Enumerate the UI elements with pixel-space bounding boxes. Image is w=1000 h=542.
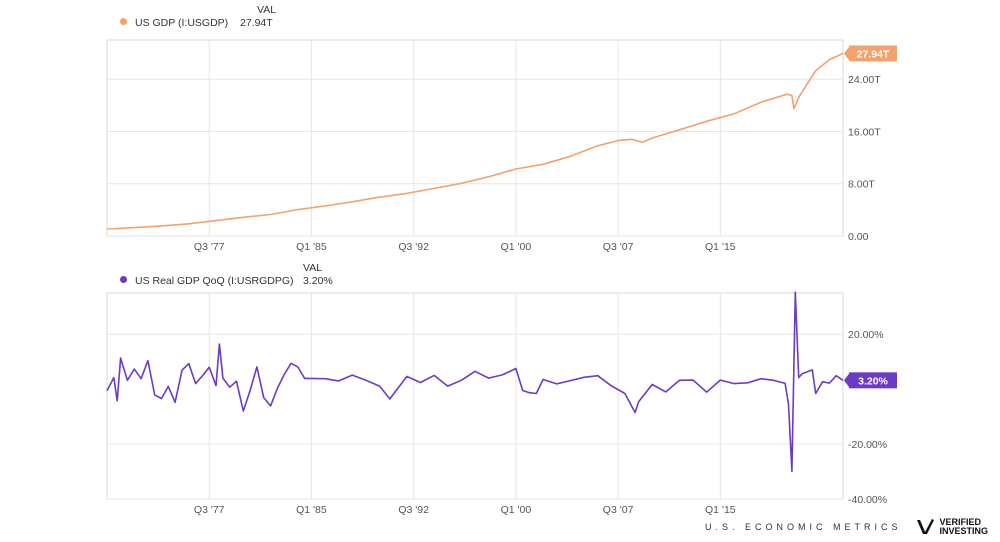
x-tick-label: Q3 '07 xyxy=(603,504,634,516)
y-tick-label: 16.00T xyxy=(848,126,881,138)
x-tick-label: Q3 '77 xyxy=(194,241,225,253)
y-tick-label: -40.00% xyxy=(848,494,887,506)
y-tick-label: 0.00 xyxy=(848,231,869,243)
legend-series-name: US GDP (I:USGDP) xyxy=(135,17,229,29)
plot-frame xyxy=(106,292,844,500)
series-dot-real-gdp xyxy=(120,276,127,283)
legend-series-value: 27.94T xyxy=(240,17,273,29)
series-line xyxy=(106,291,844,473)
footer: U.S. ECONOMIC METRICS VERIFIED INVESTING xyxy=(705,517,988,537)
value-badge-label: 27.94T xyxy=(857,48,890,60)
brand-line-1: VERIFIED xyxy=(939,517,981,527)
brand-line-2: INVESTING xyxy=(939,526,988,536)
x-tick-label: Q1 '85 xyxy=(296,504,327,516)
legend-series-value: 3.20% xyxy=(303,275,333,287)
x-tick-label: Q1 '85 xyxy=(296,241,327,253)
legend-val-header: VAL xyxy=(257,4,277,16)
x-tick-label: Q1 '00 xyxy=(501,241,532,253)
x-tick-label: Q3 '92 xyxy=(398,504,429,516)
y-tick-label: -20.00% xyxy=(848,439,887,451)
series-dot-gdp xyxy=(120,18,127,25)
value-badge-arrow xyxy=(844,45,850,62)
verified-investing-logo-icon xyxy=(917,519,935,534)
legend-series-name: US Real GDP QoQ (I:USRGDPG) xyxy=(135,275,294,287)
footer-title: U.S. ECONOMIC METRICS xyxy=(704,522,902,532)
y-tick-label: 20.00% xyxy=(848,329,884,341)
x-tick-label: Q3 '77 xyxy=(194,504,225,516)
value-badge xyxy=(849,372,897,389)
y-tick-label: 24.00T xyxy=(848,74,881,86)
value-badge-arrow xyxy=(844,372,850,389)
legend-gdp: VAL US GDP (I:USGDP) 27.94T xyxy=(120,4,380,39)
legend-real-gdp: VAL US Real GDP QoQ (I:USRGDPG) 3.20% xyxy=(120,262,400,297)
plot-frame xyxy=(106,39,844,237)
value-badge xyxy=(849,45,897,62)
x-tick-label: Q1 '00 xyxy=(501,504,532,516)
x-tick-label: Q1 '15 xyxy=(705,241,736,253)
legend-val-header: VAL xyxy=(303,262,323,274)
y-tick-label: 8.00T xyxy=(848,179,875,191)
brand-logo-text: VERIFIED INVESTING xyxy=(939,518,988,536)
series-line xyxy=(106,52,844,230)
x-tick-label: Q3 '07 xyxy=(603,241,634,253)
x-tick-label: Q1 '15 xyxy=(705,504,736,516)
value-badge-label: 3.20% xyxy=(858,375,888,387)
x-tick-label: Q3 '92 xyxy=(398,241,429,253)
